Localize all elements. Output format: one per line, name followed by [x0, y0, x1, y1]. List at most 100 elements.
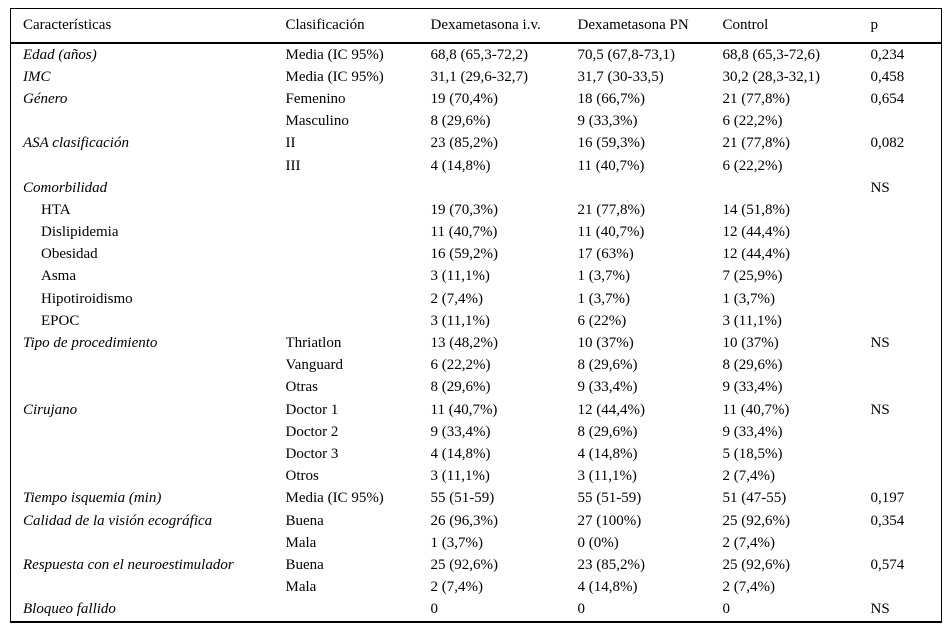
table-row: Género Femenino 19 (70,4%) 18 (66,7%) 21…: [11, 88, 942, 110]
cell-dexametasona-iv: 6 (22,2%): [430, 357, 491, 374]
table-row: Mala 1 (3,7%) 0 (0%) 2 (7,4%): [11, 532, 942, 554]
cell-dexametasona-pn: 11 (40,7%): [577, 157, 645, 174]
cell-clasificacion: Thriatlon: [285, 335, 342, 352]
cell-dexametasona-iv: 23 (85,2%): [430, 135, 499, 152]
cell-p: 0,197: [870, 490, 905, 507]
cell-caracteristica: ASA clasificación: [23, 135, 129, 152]
cell-p: [871, 199, 942, 221]
cell-clasificacion: [286, 288, 431, 310]
cell-clasificacion: Femenino: [285, 90, 346, 107]
cell-clasificacion: Vanguard: [285, 357, 343, 374]
cell-dexametasona-iv: 0: [430, 601, 439, 618]
cell-caracteristica: [11, 466, 286, 488]
table-row: Calidad de la visión ecográfica Buena 26…: [11, 510, 942, 532]
cell-caracteristica: Edad (años): [23, 46, 97, 63]
cell-p: NS: [870, 335, 890, 352]
table-header: Características Clasificación Dexametaso…: [10, 8, 942, 44]
cell-p: 0,082: [870, 135, 905, 152]
cell-dexametasona-pn: 9 (33,4%): [577, 379, 638, 396]
cell-clasificacion: [286, 244, 431, 266]
cell-dexametasona-iv: 3 (11,1%): [430, 468, 490, 485]
cell-dexametasona-pn: 23 (85,2%): [577, 556, 646, 573]
cell-clasificacion: Buena: [285, 556, 324, 573]
cell-caracteristica: [11, 443, 286, 465]
table-row: Comorbilidad NS: [11, 177, 942, 199]
cell-p: [871, 222, 942, 244]
cell-caracteristica: Tiempo isquemia (min): [23, 490, 162, 507]
header-row: Características Clasificación Dexametaso…: [10, 8, 942, 44]
cell-p: 0,234: [870, 46, 905, 63]
cell-caracteristica: Asma: [41, 268, 76, 285]
table-row: Asma 3 (11,1%) 1 (3,7%) 7 (25,9%): [11, 266, 942, 288]
cell-dexametasona-iv: [431, 177, 578, 199]
cell-p: [871, 377, 942, 399]
table-row: Masculino 8 (29,6%) 9 (33,3%) 6 (22,2%): [11, 111, 942, 133]
column-header-dexametasona-iv: Dexametasona i.v.: [430, 8, 578, 44]
cell-dexametasona-pn: 8 (29,6%): [577, 423, 638, 440]
cell-dexametasona-pn: 3 (11,1%): [577, 468, 637, 485]
cell-p: 0,654: [870, 90, 905, 107]
cell-caracteristica: [11, 577, 286, 599]
cell-control: 6 (22,2%): [722, 113, 783, 130]
cell-p: 0,354: [870, 512, 905, 529]
table-row: Otras 8 (29,6%) 9 (33,4%) 9 (33,4%): [11, 377, 942, 399]
table-row: Tipo de procedimiento Thriatlon 13 (48,2…: [11, 332, 942, 354]
cell-p: [871, 532, 942, 554]
table-row: Respuesta con el neuroestimulador Buena …: [11, 554, 942, 576]
table-row: Doctor 3 4 (14,8%) 4 (14,8%) 5 (18,5%): [11, 443, 942, 465]
table-row: ASA clasificación II 23 (85,2%) 16 (59,3…: [11, 133, 942, 155]
cell-dexametasona-iv: 26 (96,3%): [430, 512, 499, 529]
cell-dexametasona-iv: 9 (33,4%): [430, 423, 491, 440]
cell-dexametasona-iv: 1 (3,7%): [430, 534, 484, 551]
cell-caracteristica: Hipotiroidismo: [41, 290, 133, 307]
cell-caracteristica: Tipo de procedimiento: [23, 335, 158, 352]
cell-dexametasona-iv: 31,1 (29,6-32,7): [430, 68, 529, 85]
cell-control: 9 (33,4%): [722, 379, 783, 396]
cell-p: NS: [870, 601, 890, 618]
cell-dexametasona-pn: [578, 177, 723, 199]
column-header-dexametasona-pn: Dexametasona PN: [577, 8, 723, 44]
cell-clasificacion: [286, 177, 431, 199]
cell-control: 25 (92,6%): [722, 512, 791, 529]
cell-control: 2 (7,4%): [722, 468, 776, 485]
cell-caracteristica: [11, 355, 286, 377]
cell-dexametasona-pn: 4 (14,8%): [577, 445, 638, 462]
cell-clasificacion: Otras: [285, 379, 319, 396]
cell-dexametasona-iv: 3 (11,1%): [430, 268, 490, 285]
cell-dexametasona-iv: 16 (59,2%): [430, 246, 499, 263]
cell-dexametasona-pn: 10 (37%): [577, 335, 634, 352]
cell-p: 0,574: [870, 556, 905, 573]
cell-dexametasona-iv: 11 (40,7%): [430, 401, 498, 418]
table-row: Obesidad 16 (59,2%) 17 (63%) 12 (44,4%): [11, 244, 942, 266]
cell-p: [871, 577, 942, 599]
cell-p: [871, 421, 942, 443]
clinical-characteristics-table: Características Clasificación Dexametaso…: [10, 8, 942, 623]
cell-p: NS: [870, 179, 890, 196]
column-header-clasificacion: Clasificación: [285, 8, 431, 44]
table-row: HTA 19 (70,3%) 21 (77,8%) 14 (51,8%): [11, 199, 942, 221]
cell-caracteristica: Cirujano: [23, 401, 78, 418]
cell-dexametasona-iv: 19 (70,4%): [430, 90, 499, 107]
cell-clasificacion: Mala: [285, 579, 317, 596]
cell-dexametasona-pn: 8 (29,6%): [577, 357, 638, 374]
cell-caracteristica: Género: [23, 90, 68, 107]
cell-dexametasona-iv: 11 (40,7%): [430, 224, 498, 241]
cell-dexametasona-pn: 16 (59,3%): [577, 135, 646, 152]
cell-control: 10 (37%): [722, 335, 779, 352]
cell-control: [723, 177, 871, 199]
cell-p: [871, 266, 942, 288]
cell-caracteristica: HTA: [41, 201, 71, 218]
cell-control: 21 (77,8%): [722, 135, 791, 152]
cell-caracteristica: Comorbilidad: [23, 179, 108, 196]
table-row: EPOC 3 (11,1%) 6 (22%) 3 (11,1%): [11, 310, 942, 332]
table-row: Doctor 2 9 (33,4%) 8 (29,6%) 9 (33,4%): [11, 421, 942, 443]
table-row: III 4 (14,8%) 11 (40,7%) 6 (22,2%): [11, 155, 942, 177]
table-row: Hipotiroidismo 2 (7,4%) 1 (3,7%) 1 (3,7%…: [11, 288, 942, 310]
cell-caracteristica: Bloqueo fallido: [23, 601, 116, 618]
cell-dexametasona-pn: 18 (66,7%): [577, 90, 646, 107]
cell-p: [871, 244, 942, 266]
table-row: Mala 2 (7,4%) 4 (14,8%) 2 (7,4%): [11, 577, 942, 599]
column-header-caracteristicas: Características: [10, 8, 286, 44]
cell-clasificacion: Doctor 1: [285, 401, 339, 418]
